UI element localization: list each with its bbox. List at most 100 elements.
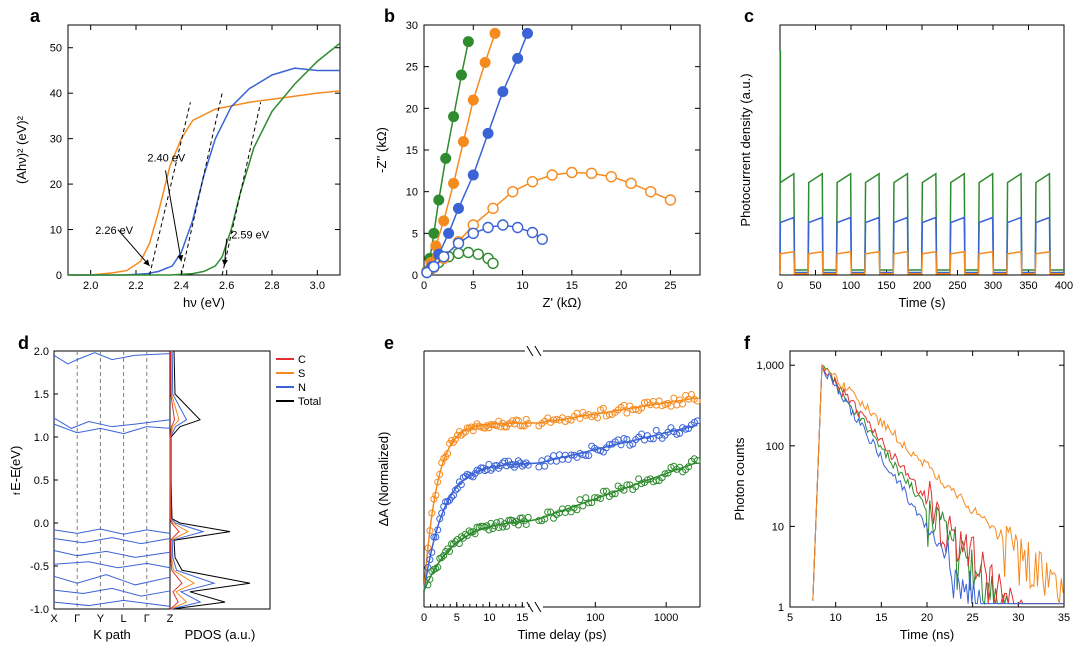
- svg-text:L: L: [121, 613, 127, 625]
- panel-letter-f: f: [744, 333, 750, 354]
- svg-text:15: 15: [875, 612, 887, 624]
- panel-a-svg: 2.0 2.2 2.4 2.6 2.8 3.0 0 10 20 30 40 50 hν (eV) (Ahν…: [0, 0, 360, 329]
- svg-text:E-E: E-E: [8, 469, 23, 491]
- svg-text:30: 30: [406, 20, 418, 32]
- svg-text:0: 0: [421, 612, 427, 624]
- svg-text:2.0: 2.0: [83, 280, 98, 292]
- svg-text:0: 0: [777, 280, 783, 292]
- panel-c: c 050100150200250300350400Time (s)Photoc…: [720, 0, 1080, 329]
- svg-text:1.5: 1.5: [34, 389, 49, 401]
- svg-text:35: 35: [1058, 612, 1070, 624]
- panel-e-svg: 0510151001000Time delay (ps)ΔA (Normaliz…: [360, 329, 720, 658]
- svg-text:1: 1: [778, 602, 784, 614]
- svg-text:100: 100: [766, 441, 784, 453]
- figure-grid: a 2.02.22.42.62.83.001020304050hν (eV)(A…: [0, 0, 1080, 658]
- svg-text:(Ahν)² (eV)²: (Ahν)² (eV)²: [14, 115, 29, 184]
- svg-text:200: 200: [913, 280, 931, 292]
- svg-text:0: 0: [412, 270, 418, 282]
- panel-d: d -1.0 -0.5 0.0 0.5 1.0 1.5 2.0 E-E X Γ Y L Γ Z K path…: [0, 329, 360, 658]
- svg-text:150: 150: [877, 280, 895, 292]
- svg-text:K path: K path: [93, 627, 131, 642]
- svg-text:1.0: 1.0: [34, 432, 49, 444]
- svg-text:15: 15: [566, 280, 578, 292]
- svg-text:10: 10: [50, 225, 62, 237]
- svg-text:350: 350: [1019, 280, 1037, 292]
- svg-text:PDOS (a.u.): PDOS (a.u.): [185, 627, 256, 642]
- svg-text:Z: Z: [167, 613, 174, 625]
- svg-text:20: 20: [406, 103, 418, 115]
- svg-text:20: 20: [921, 612, 933, 624]
- svg-text:0: 0: [56, 270, 62, 282]
- svg-text:5: 5: [470, 280, 476, 292]
- svg-text:25: 25: [406, 62, 418, 74]
- svg-text:20: 20: [615, 280, 627, 292]
- svg-text:X: X: [50, 613, 58, 625]
- svg-text:-0.5: -0.5: [30, 561, 49, 573]
- svg-text:2.6: 2.6: [219, 280, 234, 292]
- svg-text:ΔA (Normalized): ΔA (Normalized): [376, 432, 391, 527]
- svg-text:30: 30: [50, 134, 62, 146]
- svg-text:400: 400: [1055, 280, 1073, 292]
- svg-text:Total: Total: [298, 396, 321, 408]
- svg-text:S: S: [298, 368, 305, 380]
- svg-text:10: 10: [830, 612, 842, 624]
- svg-text:10: 10: [406, 187, 418, 199]
- svg-text:C: C: [298, 354, 306, 366]
- panel-letter-e: e: [384, 333, 394, 354]
- svg-text:30: 30: [1012, 612, 1024, 624]
- svg-text:Photon counts: Photon counts: [732, 437, 747, 521]
- svg-text:100: 100: [842, 280, 860, 292]
- panel-a: a 2.0 2.2 2.4 2.6 2.8 3.0 0 10 20 30 40 50 hν (eV) (A…: [0, 0, 360, 329]
- svg-text:2.8: 2.8: [264, 280, 279, 292]
- svg-text:100: 100: [586, 612, 604, 624]
- svg-text:Y: Y: [97, 613, 105, 625]
- svg-text:N: N: [298, 382, 306, 394]
- svg-text:0.0: 0.0: [34, 518, 49, 530]
- svg-text:5: 5: [787, 612, 793, 624]
- panel-letter-a: a: [30, 6, 40, 27]
- svg-text:300: 300: [984, 280, 1002, 292]
- svg-text:3.0: 3.0: [310, 280, 325, 292]
- panel-d-svg: -1.0 -0.5 0.0 0.5 1.0 1.5 2.0 E-E X Γ Y L Γ Z K path PD…: [0, 329, 360, 658]
- svg-text:250: 250: [948, 280, 966, 292]
- svg-text:hν (eV): hν (eV): [183, 295, 225, 310]
- svg-text:2.40 eV: 2.40 eV: [147, 152, 186, 164]
- svg-text:Γ: Γ: [74, 613, 80, 625]
- svg-text:Time (ns): Time (ns): [900, 627, 954, 642]
- panel-f-svg: 51015202530351101001,000Time (ns)Photon …: [720, 329, 1080, 658]
- panel-c-svg: 050100150200250300350400Time (s)Photocur…: [720, 0, 1080, 329]
- panel-letter-c: c: [744, 6, 754, 27]
- svg-text:0: 0: [421, 280, 427, 292]
- svg-text:5: 5: [412, 228, 418, 240]
- svg-text:15: 15: [516, 612, 528, 624]
- svg-text:25: 25: [664, 280, 676, 292]
- svg-text:-Z'' (kΩ): -Z'' (kΩ): [374, 127, 389, 173]
- svg-text:10: 10: [516, 280, 528, 292]
- svg-text:15: 15: [406, 145, 418, 157]
- svg-text:-1.0: -1.0: [30, 604, 49, 616]
- panel-letter-d: d: [18, 333, 29, 354]
- svg-text:2.0: 2.0: [34, 346, 49, 358]
- panel-e: e 0510151001000Time delay (ps)ΔA (Normal…: [360, 329, 720, 658]
- svg-text:Z' (kΩ): Z' (kΩ): [543, 295, 582, 310]
- svg-text:1000: 1000: [654, 612, 678, 624]
- svg-text:5: 5: [454, 612, 460, 624]
- svg-text:Photocurrent density (a.u.): Photocurrent density (a.u.): [738, 73, 753, 226]
- svg-text:40: 40: [50, 88, 62, 100]
- svg-text:20: 20: [50, 179, 62, 191]
- svg-text:f: f: [12, 492, 22, 495]
- svg-text:2.2: 2.2: [128, 280, 143, 292]
- svg-text:Γ: Γ: [144, 613, 150, 625]
- svg-text:10: 10: [772, 521, 784, 533]
- svg-text:2.59 eV: 2.59 eV: [231, 230, 270, 242]
- svg-text:(eV): (eV): [8, 446, 23, 471]
- svg-text:0.5: 0.5: [34, 475, 49, 487]
- svg-text:Time (s): Time (s): [898, 295, 945, 310]
- svg-text:2.26 eV: 2.26 eV: [95, 225, 134, 237]
- panel-letter-b: b: [384, 6, 395, 27]
- svg-text:50: 50: [50, 43, 62, 55]
- svg-text:1,000: 1,000: [756, 360, 784, 372]
- panel-f: f 51015202530351101001,000Time (ns)Photo…: [720, 329, 1080, 658]
- svg-text:2.4: 2.4: [174, 280, 189, 292]
- panel-b: b 0 5 10 15 20 25 0 5 10 15 20 25 30 Z' (kΩ) -Z'' (kΩ): [360, 0, 720, 329]
